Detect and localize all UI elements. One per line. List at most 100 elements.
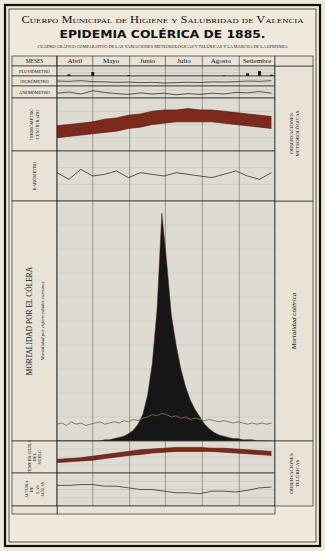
month-label: Setiembre — [243, 57, 271, 65]
label-cell — [12, 98, 57, 151]
row-label: PLUVIÓMETRO — [19, 69, 50, 74]
row-label: ANEMÓMETRO — [19, 90, 50, 95]
grid-line-y — [57, 69, 275, 70]
month-line — [92, 86, 93, 98]
grid-line-y — [57, 249, 275, 250]
month-line — [239, 441, 240, 473]
month-line — [239, 473, 240, 506]
plot-area — [57, 213, 271, 441]
data-line — [57, 81, 271, 83]
month-line — [165, 76, 166, 86]
label-line: DE — [29, 486, 34, 492]
panel-frame — [57, 76, 275, 86]
month-divider — [165, 56, 166, 66]
label-line: TEMPERATURA — [27, 440, 32, 474]
grid-line-y — [57, 489, 275, 490]
rain-bar — [246, 73, 249, 76]
month-divider — [57, 56, 58, 66]
month-line — [202, 86, 203, 98]
plot-area — [57, 169, 271, 179]
grid-line-y — [57, 72, 275, 73]
common-mortality-line — [57, 413, 271, 425]
month-line — [92, 76, 93, 86]
label-line: OBSERVACIONES — [289, 453, 294, 494]
month-divider — [129, 56, 130, 66]
header-cell — [12, 56, 57, 66]
label-line: CENTÍGRADO — [35, 109, 40, 140]
outer-frame — [5, 5, 320, 546]
group-cell — [275, 441, 313, 506]
month-line — [239, 151, 240, 201]
month-line — [129, 151, 130, 201]
month-line — [165, 66, 166, 76]
data-line — [57, 91, 271, 95]
row-label: HIGRÓMETRO — [20, 79, 49, 84]
label-cell — [12, 441, 57, 473]
label-cell — [12, 66, 57, 76]
band-lower — [57, 122, 271, 138]
month-line — [202, 441, 203, 473]
month-line — [129, 86, 130, 98]
row-label: TERMÓMETROCENTÍGRADO — [29, 108, 39, 141]
group-cell — [275, 66, 313, 201]
panel-bg — [57, 86, 275, 98]
label-line: OBSERVACIONES — [289, 113, 294, 154]
month-line — [202, 66, 203, 76]
month-line — [239, 66, 240, 76]
label-cell — [12, 76, 57, 86]
month-label: Mayo — [103, 57, 120, 65]
month-line — [202, 201, 203, 441]
month-line — [92, 473, 93, 506]
month-line — [129, 201, 130, 441]
panel-bg — [57, 76, 275, 86]
panel-frame — [57, 66, 275, 76]
panel-bg — [57, 441, 275, 473]
label-line: METEOROLÓGICAS — [295, 110, 300, 156]
label-line: AGUAS — [40, 481, 45, 497]
grid-line-y — [57, 225, 275, 226]
label-line: TERMÓMETRO — [29, 108, 34, 141]
data-line — [57, 485, 271, 494]
panel-frame — [57, 441, 275, 473]
grid-line-y — [57, 167, 275, 168]
label-line: MORTALIDAD POR EL CÓLERA — [24, 266, 34, 375]
panel-frame — [57, 86, 275, 98]
grid-line-y — [57, 184, 275, 185]
month-line — [239, 86, 240, 98]
month-line — [92, 66, 93, 76]
month-line — [202, 76, 203, 86]
label-line: BARÓMETRO — [32, 161, 37, 191]
month-row — [57, 56, 275, 66]
label-line: Mortalidad por enfermedades comunes — [40, 282, 45, 362]
row-label: BARÓMETRO — [32, 161, 37, 191]
month-label: Abril — [67, 57, 82, 65]
organization: Cuerpo Municipal de Higiene y Salubridad… — [22, 14, 304, 25]
grid-line-y — [57, 137, 275, 138]
band-lower — [57, 451, 271, 462]
right-cell — [275, 201, 313, 441]
month-divider — [239, 56, 240, 66]
label-cell — [12, 201, 57, 441]
panel-bg — [57, 151, 275, 201]
row-label: OBSERVACIONESTELÚRICAS — [289, 453, 300, 494]
row-label: ALTURADELASAGUAS — [24, 480, 45, 499]
months-label: MESES — [26, 58, 44, 64]
row-label: Mortalidad por enfermedades comunes — [40, 282, 45, 362]
row-label: Mortalidad colérica — [290, 292, 298, 350]
month-line — [239, 76, 240, 86]
title: EPIDEMIA COLÉRICA DE 1885. — [60, 28, 266, 41]
label-line: ALTURA — [24, 480, 29, 499]
plot-area — [57, 81, 271, 83]
row-label: MORTALIDAD POR EL CÓLERA — [24, 266, 34, 375]
label-line: TELÚRICAS — [295, 460, 300, 488]
month-line — [165, 473, 166, 506]
plot-area — [57, 91, 271, 95]
cholera-area — [57, 213, 271, 441]
panel-bg — [57, 473, 275, 506]
panel-bg — [57, 201, 275, 441]
chart-root: Cuerpo Municipal de Higiene y Salubridad… — [0, 0, 325, 551]
month-line — [129, 441, 130, 473]
month-line — [202, 473, 203, 506]
month-line — [92, 201, 93, 441]
rain-bar — [258, 71, 261, 76]
